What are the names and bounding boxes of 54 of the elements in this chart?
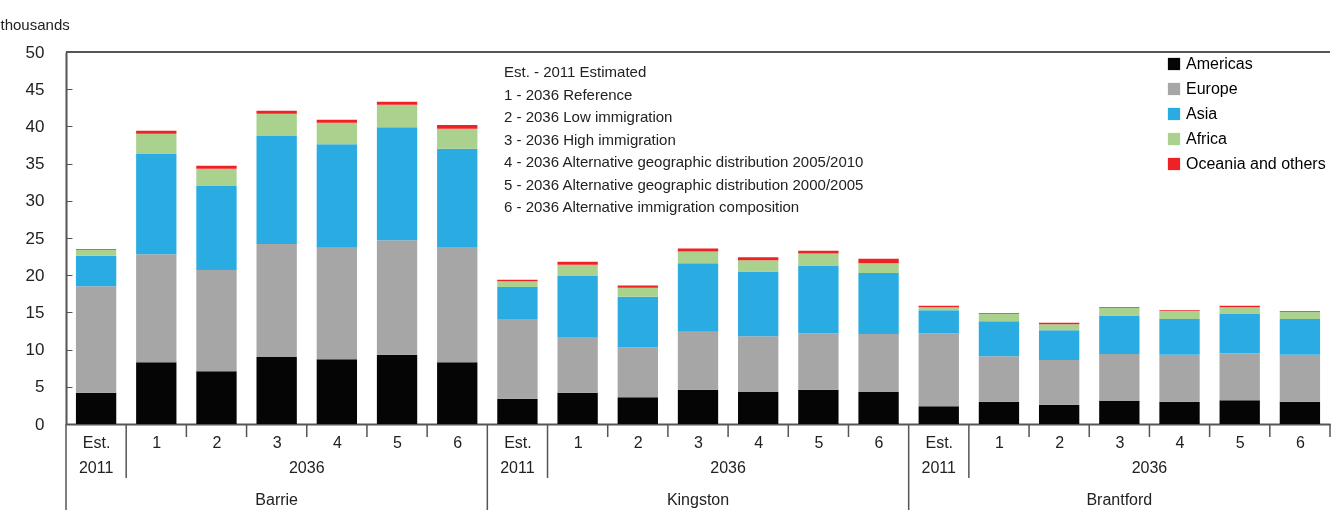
annotation: 1 - 2036 Reference — [504, 85, 633, 103]
annotation: 5 - 2036 Alternative geographic distribution 2000/2005 — [504, 175, 864, 193]
x-tick-label: 4 — [1175, 433, 1185, 451]
x-tick-label: 2 — [633, 433, 643, 451]
y-tick-label: 10 — [25, 340, 45, 360]
y-tick-label: 5 — [35, 377, 45, 397]
x-tick-label: 1 — [995, 433, 1004, 451]
x-tick-label: 5 — [1235, 433, 1245, 451]
annotation: 3 - 2036 High immigration — [504, 130, 676, 148]
text: 2036 — [710, 459, 746, 476]
annotation: 2 - 2036 Low immigration — [504, 108, 673, 125]
text: 2011 — [921, 459, 957, 476]
y-tick-label: 20 — [25, 265, 45, 285]
x-tick-label: 3 — [1115, 433, 1125, 451]
y-tick-label: 30 — [25, 191, 45, 211]
x-tick-label: 3 — [694, 433, 704, 451]
legend-label: Oceania and others — [1186, 155, 1326, 172]
text: 2036 — [288, 459, 325, 476]
y-tick-label: 40 — [25, 116, 45, 136]
y-tick-label: 0 — [35, 414, 45, 434]
x-tick-label: 1 — [573, 433, 583, 451]
annotation: Est. - 2011 Estimated — [504, 63, 647, 80]
y-tick-label: 15 — [25, 302, 45, 322]
text: Kingston — [666, 491, 730, 508]
legend-label: Asia — [1186, 105, 1218, 122]
x-tick-label: Est. — [925, 433, 954, 451]
x-tick-label: 4 — [754, 433, 764, 451]
text: 2011 — [78, 459, 114, 476]
y-tick-label: 50 — [25, 42, 45, 62]
text: Barrie — [255, 491, 299, 508]
y-axis-title: thousands — [0, 15, 70, 33]
legend-label: Americas — [1186, 55, 1253, 72]
text: Brantford — [1086, 491, 1153, 508]
y-tick-label: 25 — [25, 228, 45, 248]
legend-label: Africa — [1186, 130, 1227, 147]
y-tick-label: 45 — [25, 79, 45, 99]
y-tick-label: 35 — [25, 154, 45, 174]
x-tick-label: 6 — [1295, 433, 1305, 451]
x-tick-label: 6 — [453, 433, 463, 451]
x-tick-label: Est. — [504, 433, 532, 451]
x-tick-label: 2 — [1055, 433, 1065, 451]
x-tick-label: 2 — [212, 433, 222, 451]
x-tick-label: 3 — [272, 433, 282, 451]
x-tick-label: 5 — [814, 433, 824, 451]
annotation: 6 - 2036 Alternative immigration composition — [504, 198, 800, 215]
x-tick-label: 6 — [874, 433, 884, 451]
legend-label: Europe — [1186, 80, 1238, 97]
x-tick-label: 5 — [393, 433, 403, 451]
text: 2011 — [500, 459, 535, 476]
x-tick-label: 1 — [152, 433, 162, 451]
annotation: 4 - 2036 Alternative geographic distribution 2005/2010 — [504, 153, 864, 170]
text: 2036 — [1131, 459, 1168, 476]
x-tick-label: 4 — [332, 433, 342, 451]
x-tick-label: Est. — [82, 433, 111, 451]
